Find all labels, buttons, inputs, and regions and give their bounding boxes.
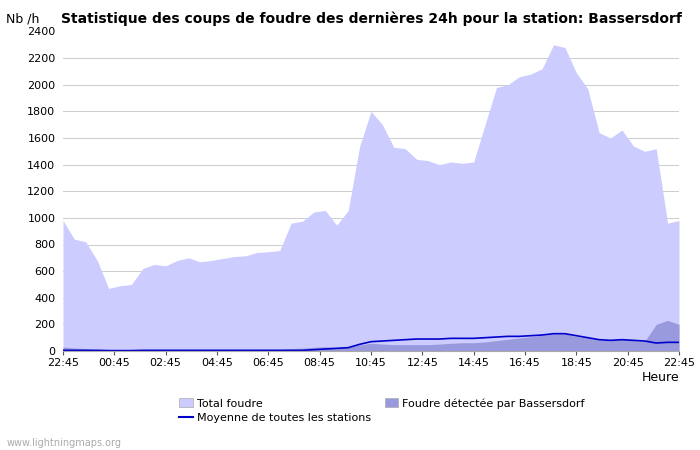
Text: www.lightningmaps.org: www.lightningmaps.org: [7, 438, 122, 448]
X-axis label: Heure: Heure: [641, 371, 679, 384]
Legend: Total foudre, Moyenne de toutes les stations, Foudre détectée par Bassersdorf: Total foudre, Moyenne de toutes les stat…: [179, 398, 585, 423]
Title: Statistique des coups de foudre des dernières 24h pour la station: Bassersdorf: Statistique des coups de foudre des dern…: [61, 12, 681, 26]
Y-axis label: Nb /h: Nb /h: [6, 12, 40, 25]
